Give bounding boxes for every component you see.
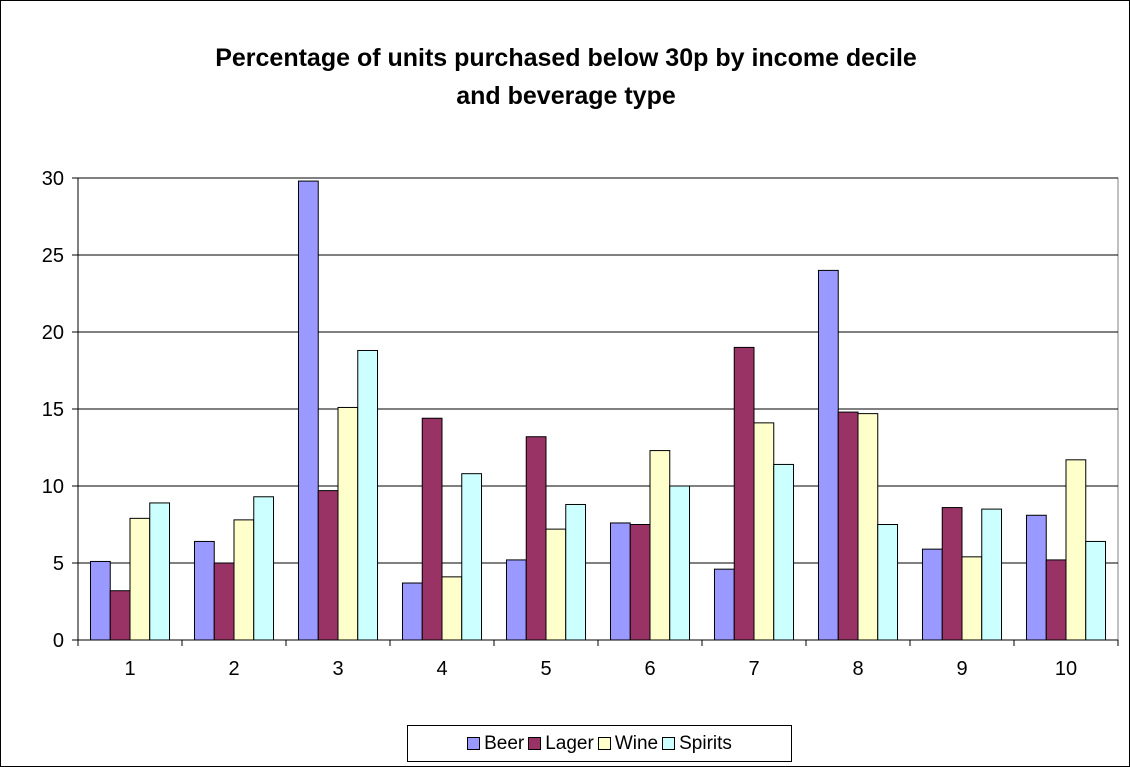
bar-wine-4 xyxy=(441,576,463,641)
legend-item-wine: Wine xyxy=(597,732,659,755)
x-tick-label-10: 10 xyxy=(1055,658,1077,680)
bar-wine-6 xyxy=(649,450,671,641)
bar-lager-8 xyxy=(837,411,859,641)
bar-spirits-10 xyxy=(1085,540,1107,641)
legend: Beer Lager Wine Spirits xyxy=(407,725,792,762)
y-tick-label-20: 20 xyxy=(42,322,64,344)
x-tick-label-8: 8 xyxy=(852,658,863,680)
chart-title-line-1: Percentage of units purchased below 30p … xyxy=(215,44,917,72)
chart-title: Percentage of units purchased below 30p … xyxy=(1,39,1130,115)
bar-beer-9 xyxy=(921,548,943,641)
x-tick-label-6: 6 xyxy=(644,658,655,680)
x-tick-label-9: 9 xyxy=(956,658,967,680)
bar-beer-1 xyxy=(89,560,111,641)
x-tick-label-7: 7 xyxy=(748,658,759,680)
x-tick-label-5: 5 xyxy=(540,658,551,680)
legend-swatch-spirits xyxy=(662,737,676,750)
x-tick-label-2: 2 xyxy=(228,658,239,680)
y-tick-label-0: 0 xyxy=(53,630,64,652)
bar-wine-7 xyxy=(753,422,775,641)
bar-beer-8 xyxy=(817,269,839,641)
legend-swatch-beer xyxy=(467,737,481,750)
legend-label-lager: Lager xyxy=(545,732,594,754)
legend-label-wine: Wine xyxy=(614,732,659,754)
bar-spirits-6 xyxy=(669,485,691,641)
bar-lager-4 xyxy=(421,417,443,641)
bar-lager-10 xyxy=(1045,559,1067,641)
bar-lager-1 xyxy=(109,590,131,641)
bar-beer-10 xyxy=(1025,514,1047,641)
legend-item-beer: Beer xyxy=(467,733,524,755)
bar-wine-3 xyxy=(337,406,359,641)
bar-lager-2 xyxy=(213,562,235,641)
bar-spirits-4 xyxy=(461,473,483,641)
bar-lager-6 xyxy=(629,524,651,641)
bar-beer-2 xyxy=(193,540,215,641)
bar-spirits-5 xyxy=(565,503,587,641)
bar-wine-10 xyxy=(1065,459,1087,641)
bar-lager-3 xyxy=(317,490,339,641)
y-tick-label-5: 5 xyxy=(53,553,64,575)
bar-spirits-8 xyxy=(877,524,899,641)
bar-wine-2 xyxy=(233,519,255,641)
y-tick-label-30: 30 xyxy=(42,168,64,190)
bar-spirits-7 xyxy=(773,463,795,641)
y-tick-label-25: 25 xyxy=(42,245,64,267)
x-tick-label-3: 3 xyxy=(332,658,343,680)
bar-wine-8 xyxy=(857,413,879,641)
legend-item-lager: Lager xyxy=(528,733,594,755)
bar-wine-9 xyxy=(961,556,983,641)
bar-beer-6 xyxy=(609,522,631,641)
bar-wine-5 xyxy=(545,528,567,641)
bar-lager-9 xyxy=(941,507,963,641)
bar-spirits-2 xyxy=(253,496,275,641)
bar-wine-1 xyxy=(129,517,151,641)
bar-beer-4 xyxy=(401,582,423,641)
x-tick-label-1: 1 xyxy=(124,658,135,680)
bar-beer-3 xyxy=(297,180,319,641)
legend-swatch-wine xyxy=(597,737,611,750)
legend-label-beer: Beer xyxy=(484,732,525,754)
bar-lager-5 xyxy=(525,436,547,641)
legend-label-spirits: Spirits xyxy=(679,732,732,754)
y-tick-label-15: 15 xyxy=(42,399,64,421)
y-tick-label-10: 10 xyxy=(42,476,64,498)
bar-beer-7 xyxy=(713,568,735,641)
bar-spirits-9 xyxy=(981,508,1003,641)
bar-spirits-3 xyxy=(357,349,379,641)
bar-spirits-1 xyxy=(149,502,171,641)
x-tick-label-4: 4 xyxy=(436,658,447,680)
legend-swatch-lager xyxy=(528,737,542,750)
legend-item-spirits: Spirits xyxy=(662,733,732,755)
bar-beer-5 xyxy=(505,559,527,641)
bar-lager-7 xyxy=(733,346,755,641)
chart-title-line-2: and beverage type xyxy=(456,82,676,110)
